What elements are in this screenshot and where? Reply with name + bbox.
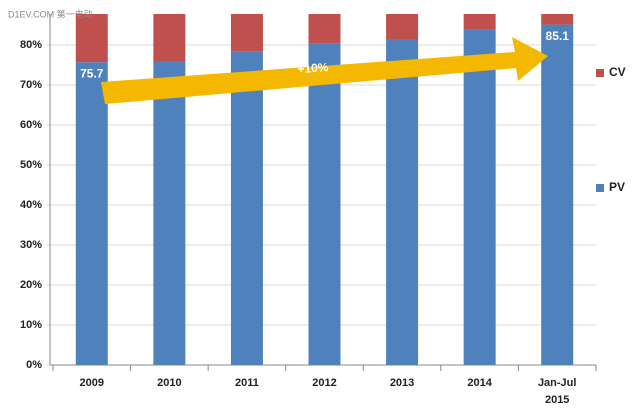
- y-tick-label: 40%: [20, 199, 42, 211]
- y-tick-label: 0%: [26, 359, 42, 371]
- data-label: 75.7: [80, 66, 104, 80]
- x-tick-label: 2009: [79, 377, 105, 389]
- x-tick-label: 2013: [389, 377, 415, 389]
- watermark: D1EV.COM 第一电动: [8, 8, 93, 19]
- bar-segment: [230, 51, 263, 366]
- bar-segment: [308, 14, 341, 44]
- legend-swatch: [596, 69, 604, 77]
- bar-segment: [75, 14, 108, 63]
- legend-label: CV: [609, 65, 626, 79]
- bar-segment: [230, 14, 263, 52]
- bars: [75, 14, 574, 366]
- bar-segment: [153, 61, 186, 365]
- bar-segment: [541, 14, 574, 25]
- overlay: 75.7 85.1 PV CV: [80, 29, 626, 194]
- bar-segment: [75, 62, 108, 365]
- y-tick-label: 70%: [20, 79, 42, 91]
- y-tick-label: 20%: [20, 279, 42, 291]
- legend-label: PV: [609, 180, 625, 194]
- y-tick-label: 10%: [20, 319, 42, 331]
- x-tick-label: 2014: [467, 377, 492, 389]
- y-tick-label: 80%: [20, 39, 42, 51]
- x-tick-label: 2010: [157, 377, 182, 389]
- x-tick-label: 2011: [234, 377, 259, 389]
- y-tick-label: 50%: [20, 159, 42, 171]
- bar-segment: [463, 14, 496, 30]
- y-tick-label: 60%: [20, 119, 42, 131]
- bar-segment: [308, 43, 341, 366]
- bar-segment: [463, 29, 496, 366]
- bar-segment: [386, 14, 419, 39]
- data-label: 85.1: [546, 29, 570, 43]
- legend-swatch: [596, 184, 604, 192]
- bar-segment: [386, 39, 419, 365]
- bar-segment: [541, 24, 574, 365]
- bar-segment: [153, 14, 186, 61]
- x-tick-label: 2012: [312, 377, 337, 389]
- y-tick-label: 30%: [20, 239, 42, 251]
- x-tick-label: Jan-Jul 2015: [537, 377, 577, 406]
- arrow-label: +10%: [297, 60, 329, 76]
- trend-arrow: [101, 37, 548, 104]
